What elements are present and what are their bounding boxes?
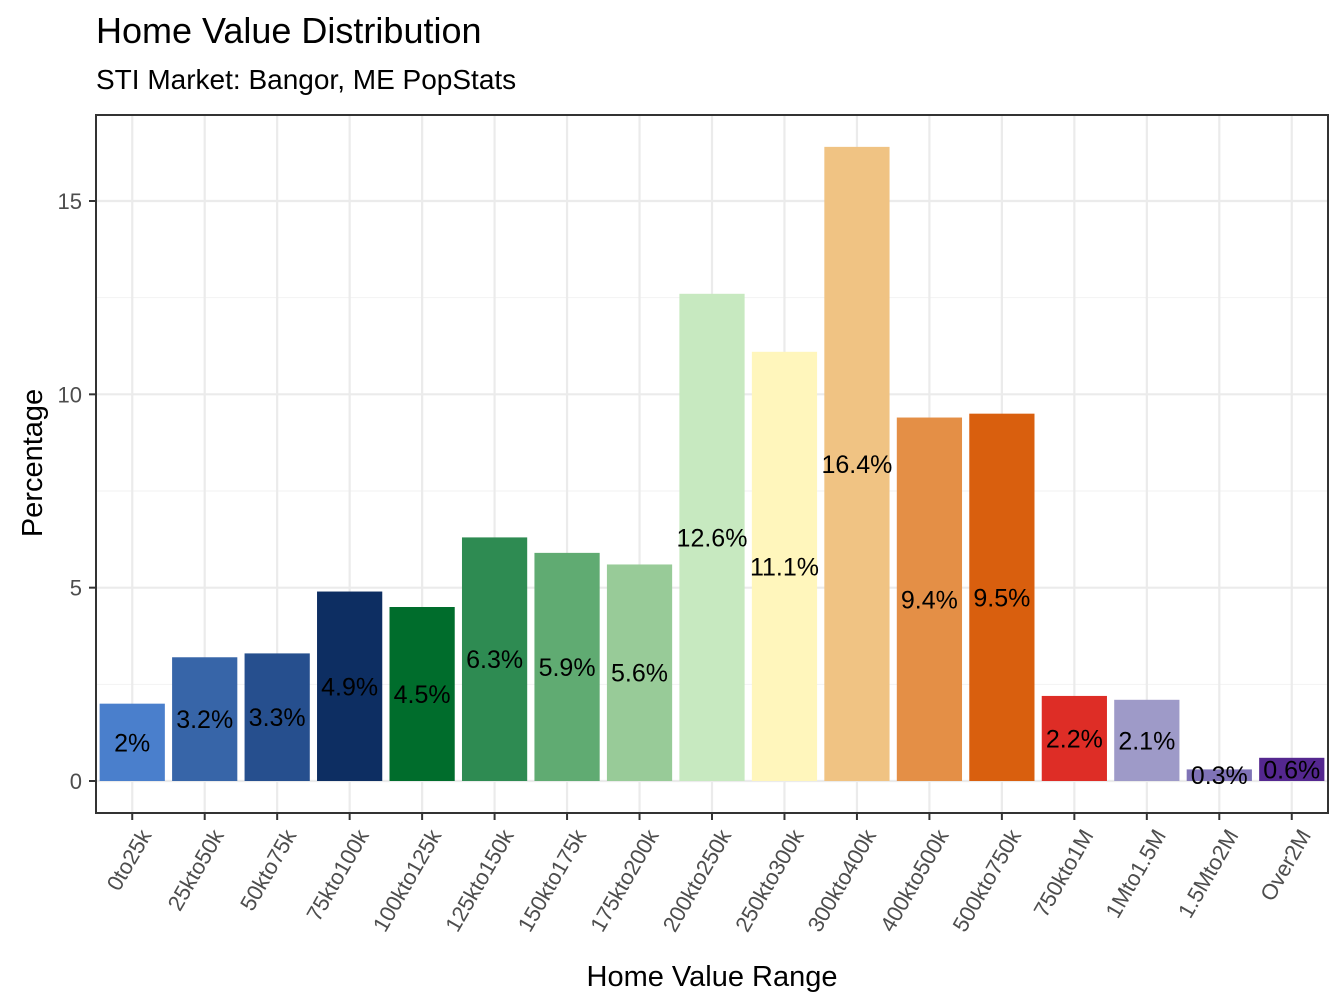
bar-0to25k — [99, 703, 165, 781]
x-tick-label: 750kto1M — [1029, 825, 1099, 921]
bar-400kto500k — [896, 417, 963, 781]
x-axis-title: Home Value Range — [587, 961, 838, 993]
x-tick-label: 0to25k — [102, 824, 157, 895]
data-label: 9.5% — [973, 584, 1030, 612]
bar-Over2M — [1259, 757, 1325, 781]
x-tick-label: 1Mto1.5M — [1100, 825, 1171, 922]
bar-200kto250k — [679, 293, 745, 781]
bar-75kto100k — [317, 591, 383, 781]
x-tick-label: 300kto400k — [803, 824, 882, 936]
data-label: 5.9% — [539, 654, 596, 682]
data-label: 9.4% — [901, 586, 958, 614]
data-label: 11.1% — [750, 553, 819, 581]
data-label: 4.5% — [394, 681, 451, 709]
y-tick-label: 0 — [70, 769, 82, 794]
data-label: 6.3% — [466, 646, 523, 674]
bar-250kto300k — [751, 351, 818, 781]
y-tick-label: 5 — [70, 576, 82, 601]
bar-25kto50k — [172, 657, 238, 781]
data-label: 3.2% — [176, 706, 233, 734]
data-label: 2.2% — [1046, 725, 1103, 753]
data-label: 4.9% — [321, 673, 378, 701]
x-tick-label: 250kto300k — [730, 824, 809, 936]
x-tick-label: 1.5Mto2M — [1173, 825, 1244, 922]
bar-125kto150k — [461, 537, 528, 781]
x-tick-label: 25kto50k — [163, 824, 230, 915]
x-tick-label: 50kto75k — [235, 824, 302, 915]
bar-1.5Mto2M — [1186, 769, 1252, 781]
bar-175kto200k — [606, 564, 673, 781]
bar-100kto125k — [389, 607, 455, 781]
data-label: 0.3% — [1191, 762, 1248, 790]
x-tick-label: 500kto750k — [948, 824, 1027, 936]
data-label: 2% — [114, 729, 150, 757]
y-tick-label: 10 — [58, 382, 82, 407]
bar-750kto1M — [1041, 695, 1107, 781]
bar-50kto75k — [244, 653, 310, 781]
y-axis-title: Percentage — [17, 389, 49, 537]
x-tick-label: Over2M — [1255, 825, 1316, 905]
data-label: 0.6% — [1263, 756, 1320, 784]
bar-500kto750k — [969, 413, 1035, 781]
x-tick-label: 200kto250k — [658, 824, 737, 936]
chart-subtitle: STI Market: Bangor, ME PopStats — [96, 64, 517, 95]
data-label: 16.4% — [821, 451, 892, 479]
data-label: 2.1% — [1118, 727, 1175, 755]
x-tick-label: 75kto100k — [301, 824, 374, 925]
bar-150kto175k — [534, 552, 600, 781]
bar-300kto400k — [824, 146, 890, 781]
bar-1Mto1.5M — [1114, 699, 1180, 781]
x-tick-label: 175kto200k — [585, 824, 664, 936]
x-tick-label: 400kto500k — [875, 824, 954, 936]
x-tick-label: 100kto125k — [368, 824, 447, 936]
y-tick-label: 15 — [58, 189, 82, 214]
data-label: 3.3% — [249, 704, 306, 732]
x-tick-label: 125kto150k — [440, 824, 519, 936]
data-label: 12.6% — [677, 524, 748, 552]
data-label: 5.6% — [611, 660, 668, 688]
x-tick-label: 150kto175k — [513, 824, 592, 936]
chart-title: Home Value Distribution — [96, 10, 482, 51]
